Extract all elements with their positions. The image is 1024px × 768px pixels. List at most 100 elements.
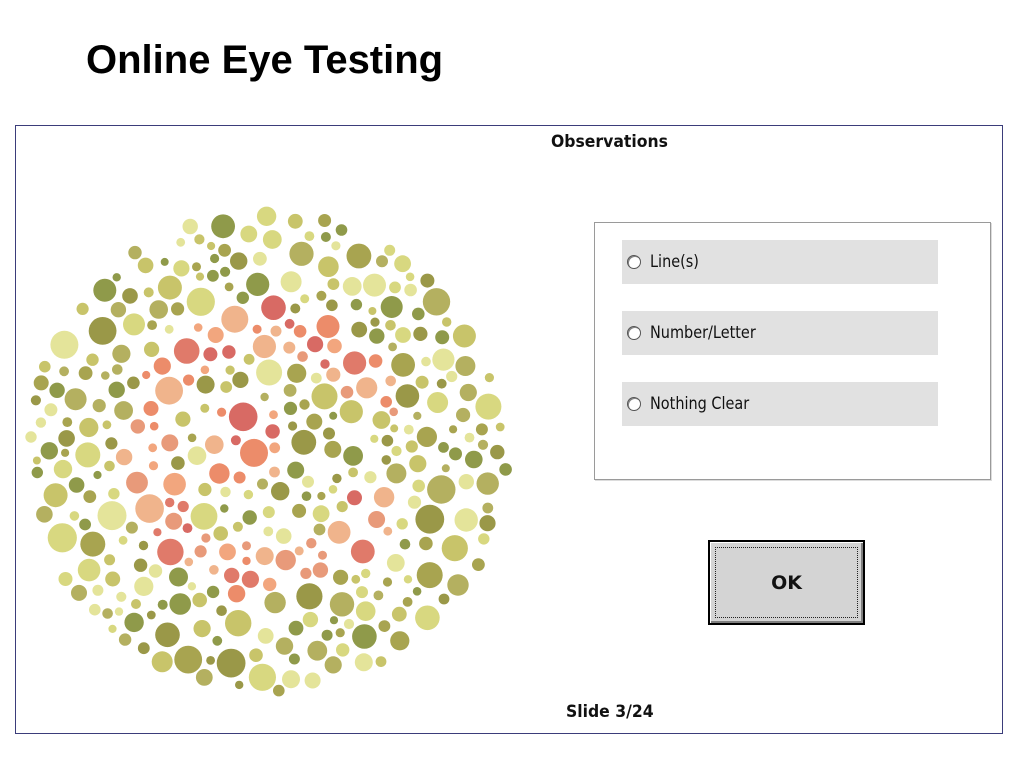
plate-dot [306,413,323,430]
plate-dot [131,599,141,609]
plate-dot [412,307,425,321]
plate-dot [262,230,282,249]
option-lines[interactable]: Line(s) [622,240,938,284]
plate-dot [211,214,236,239]
plate-dot [321,629,333,641]
plate-dot [415,504,445,534]
plate-dot [207,269,219,282]
plate-dot [335,224,348,236]
plate-dot [187,446,207,465]
plate-dot [148,461,159,471]
plate-dot [122,288,138,304]
radio-number-letter[interactable] [627,326,641,340]
plate-dot [405,440,418,453]
plate-dot [235,680,244,690]
plate-dot [342,277,362,296]
plate-dot [25,431,37,443]
plate-dot [478,533,490,545]
option-number-letter-label: Number/Letter [650,323,756,343]
plate-dot [222,345,236,359]
plate-dot [143,401,159,416]
plate-dot [432,348,455,371]
plate-dot [290,303,301,314]
plate-dot [248,663,276,691]
plate-dot [83,490,97,503]
plate-dot [378,620,391,632]
plate-dot [312,562,329,578]
plate-dot [149,421,159,431]
plate-dot [441,535,468,562]
plate-dot [351,321,368,338]
plate-dot [253,251,267,266]
plate-dot [288,421,298,431]
plate-dot [472,558,485,571]
plate-dot [112,344,131,363]
plate-dot [138,540,149,551]
plate-dot [329,592,355,617]
plate-dot [356,586,368,599]
plate-dot [370,434,379,443]
plate-dot [402,597,413,607]
plate-dot [61,448,70,457]
plate-dot [187,582,197,591]
plate-dot [163,472,186,496]
plate-dot [135,494,164,523]
plate-dot [201,533,211,543]
plate-dot [340,385,354,399]
option-number-letter[interactable]: Number/Letter [622,311,938,355]
plate-dot [413,411,422,420]
plate-dot [148,564,163,578]
plate-dot [324,656,342,674]
radio-lines[interactable] [627,255,641,269]
plate-dot [175,411,191,427]
plate-dot [71,584,87,601]
ok-button[interactable]: OK [708,540,865,625]
plate-dot [297,351,308,362]
radio-nothing-clear[interactable] [627,397,641,411]
plate-dot [32,456,41,465]
plate-dot [165,497,175,508]
plate-dot [200,403,210,413]
option-nothing-clear[interactable]: Nothing Clear [622,382,938,426]
plate-dot [186,287,215,316]
plate-dot [206,656,216,665]
plate-dot [373,487,395,508]
plate-dot [171,456,185,470]
plate-dot [183,374,195,386]
plate-dot [296,583,323,610]
plate-dot [151,651,173,673]
plate-dot [93,470,102,480]
plate-dot [230,435,241,446]
plate-dot [49,382,65,398]
plate-dot [196,375,215,394]
plate-dot [482,502,494,514]
plate-dot [407,495,422,509]
plate-dot [68,477,85,493]
plate-dot [64,388,87,411]
plate-dot [102,608,113,619]
plate-dot [177,500,189,513]
plate-dot [225,610,252,637]
plate-dot [327,338,342,354]
color-plate-image [25,206,512,697]
plate-dot [328,485,338,494]
plate-dot [128,245,142,260]
plate-dot [114,401,133,420]
plate-dot [58,572,73,586]
plate-dot [207,241,216,251]
plate-dot [218,243,232,257]
plate-dot [104,460,115,472]
plate-dot [412,587,422,596]
plate-dot [287,461,305,479]
plate-dot [260,392,269,402]
plate-dot [256,206,277,226]
plate-dot [220,266,231,277]
plate-dot [329,616,339,625]
plate-dot [317,491,326,501]
plate-dot [427,475,456,504]
plate-dot [391,353,415,377]
plate-dot [320,359,330,369]
plate-dot [442,317,452,327]
plate-dot [346,243,372,269]
plate-dot [225,365,235,375]
